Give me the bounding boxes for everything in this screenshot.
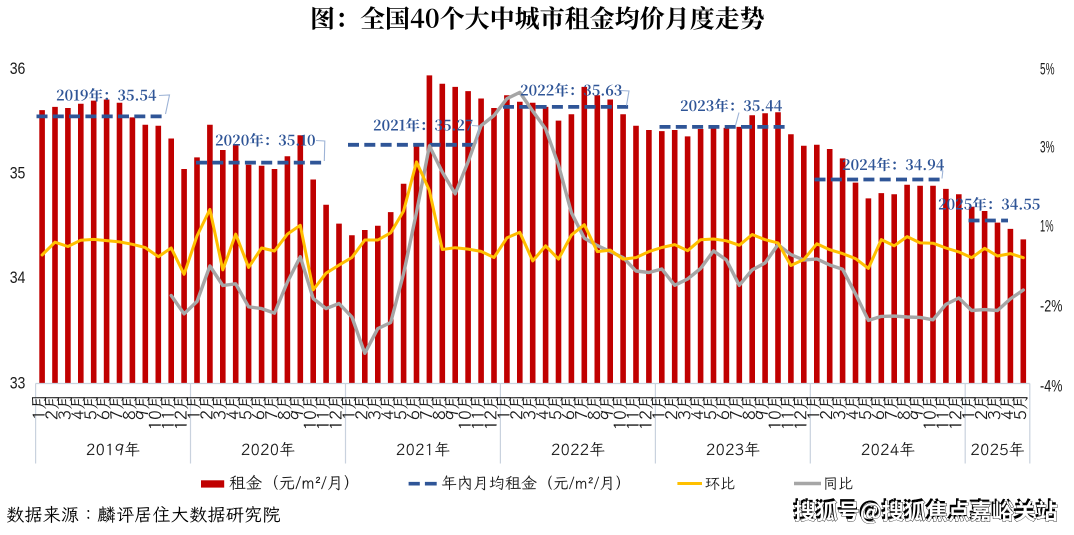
svg-text:33: 33	[10, 375, 26, 393]
svg-text:35: 35	[10, 165, 26, 183]
svg-text:-4%: -4%	[1040, 377, 1063, 395]
svg-text:-2%: -2%	[1040, 298, 1063, 316]
svg-text:3%: 3%	[1040, 138, 1055, 156]
svg-text:36: 36	[10, 60, 26, 78]
svg-text:34: 34	[10, 269, 26, 287]
svg-text:5%: 5%	[1040, 61, 1055, 79]
svg-text:1%: 1%	[1040, 218, 1054, 236]
